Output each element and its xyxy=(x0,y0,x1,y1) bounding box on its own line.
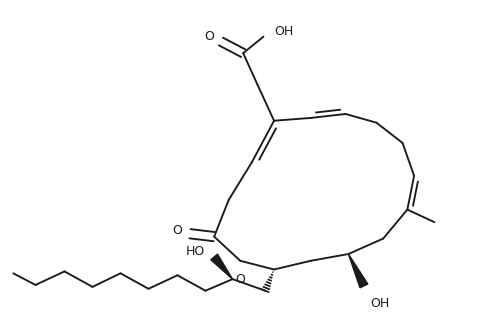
Text: O: O xyxy=(172,224,182,237)
Text: OH: OH xyxy=(274,25,294,38)
Text: OH: OH xyxy=(371,297,390,311)
Text: HO: HO xyxy=(186,245,205,257)
Text: O: O xyxy=(235,273,245,286)
Text: O: O xyxy=(204,30,214,43)
Polygon shape xyxy=(348,254,368,288)
Polygon shape xyxy=(211,254,233,279)
